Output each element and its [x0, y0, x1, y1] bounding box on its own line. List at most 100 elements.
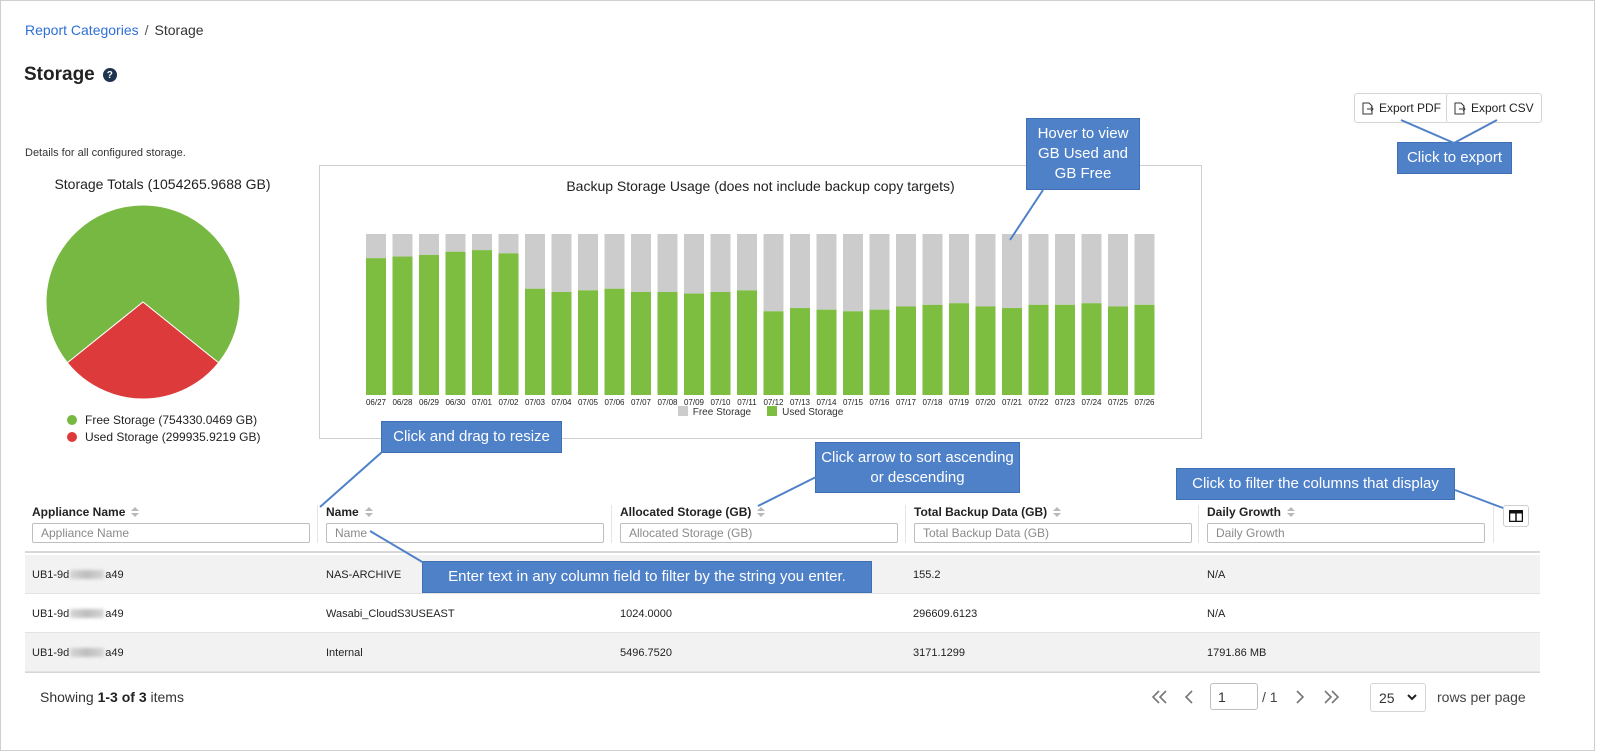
bar-used-07/21[interactable] — [1002, 308, 1022, 395]
column-resize-handle[interactable] — [611, 505, 612, 543]
storage-totals-pie-chart[interactable] — [44, 203, 242, 401]
bar-free-07/13[interactable] — [790, 234, 810, 309]
bar-free-07/19[interactable] — [949, 234, 969, 304]
bar-free-07/25[interactable] — [1108, 234, 1128, 307]
bar-used-07/05[interactable] — [578, 290, 598, 395]
bar-used-07/14[interactable] — [816, 309, 837, 395]
x-tick-label: 07/08 — [657, 398, 678, 407]
bar-free-06/28[interactable] — [392, 234, 413, 257]
bar-used-07/01[interactable] — [472, 250, 492, 395]
help-icon[interactable]: ? — [102, 68, 117, 82]
column-filter-button[interactable] — [1503, 505, 1529, 527]
column-resize-handle[interactable] — [317, 505, 318, 543]
bar-used-07/02[interactable] — [498, 253, 519, 395]
breadcrumb-link-report-categories[interactable]: Report Categories — [25, 22, 139, 38]
column-filter-input[interactable] — [914, 523, 1192, 543]
bar-free-07/02[interactable] — [498, 234, 519, 254]
bar-free-07/23[interactable] — [1055, 234, 1075, 305]
bar-used-07/17[interactable] — [896, 306, 916, 395]
bar-used-07/09[interactable] — [684, 293, 704, 395]
prev-page-icon[interactable] — [1183, 689, 1195, 705]
bar-used-06/29[interactable] — [419, 254, 439, 395]
bar-free-07/15[interactable] — [843, 234, 863, 312]
bar-used-07/16[interactable] — [869, 309, 890, 395]
bar-legend-item[interactable]: Used Storage — [767, 406, 843, 418]
bar-free-07/06[interactable] — [604, 234, 625, 289]
bar-free-07/18[interactable] — [922, 234, 943, 305]
bar-used-07/10[interactable] — [710, 291, 731, 395]
bar-used-07/07[interactable] — [631, 291, 651, 395]
x-tick-label: 07/22 — [1028, 398, 1049, 407]
pie-legend-item[interactable]: Free Storage (754330.0469 GB) — [67, 411, 260, 428]
column-resize-handle[interactable] — [905, 505, 906, 543]
bar-free-07/26[interactable] — [1134, 234, 1155, 305]
bar-used-06/28[interactable] — [392, 256, 413, 395]
bar-used-07/26[interactable] — [1134, 304, 1155, 395]
column-filter-input[interactable] — [620, 523, 898, 543]
bar-free-06/27[interactable] — [366, 234, 386, 259]
column-filter-input[interactable] — [326, 523, 604, 543]
pie-slice-free[interactable] — [45, 204, 241, 364]
bar-used-07/23[interactable] — [1055, 304, 1075, 395]
bar-free-07/22[interactable] — [1028, 234, 1049, 305]
page-number-input[interactable] — [1210, 683, 1258, 710]
bar-used-06/30[interactable] — [445, 251, 466, 395]
bar-used-07/19[interactable] — [949, 303, 969, 395]
column-resize-handle[interactable] — [1198, 505, 1199, 543]
next-page-icon[interactable] — [1294, 689, 1306, 705]
bar-free-07/03[interactable] — [525, 234, 545, 289]
bar-free-07/12[interactable] — [763, 234, 784, 312]
bar-used-07/13[interactable] — [790, 308, 810, 395]
bar-free-07/04[interactable] — [551, 234, 572, 292]
bar-used-07/04[interactable] — [551, 291, 572, 395]
bar-free-07/21[interactable] — [1002, 234, 1022, 309]
bar-free-07/24[interactable] — [1081, 234, 1102, 304]
pie-slice-used[interactable] — [66, 301, 220, 400]
bar-used-07/22[interactable] — [1028, 304, 1049, 395]
column-filter-input[interactable] — [1207, 523, 1485, 543]
bar-used-07/24[interactable] — [1081, 303, 1102, 395]
bar-used-07/15[interactable] — [843, 311, 863, 395]
bar-used-07/25[interactable] — [1108, 306, 1128, 395]
pie-legend-item[interactable]: Used Storage (299935.9219 GB) — [67, 428, 260, 445]
bar-free-07/20[interactable] — [975, 234, 996, 307]
column-filter-input[interactable] — [32, 523, 310, 543]
bar-free-07/11[interactable] — [737, 234, 757, 291]
bar-used-07/18[interactable] — [922, 304, 943, 395]
column-resize-handle[interactable] — [1493, 505, 1494, 543]
sort-icon[interactable] — [364, 506, 373, 518]
bar-free-07/17[interactable] — [896, 234, 916, 307]
bar-free-06/29[interactable] — [419, 234, 439, 255]
bar-free-07/16[interactable] — [869, 234, 890, 310]
sort-icon[interactable] — [131, 506, 140, 518]
backup-storage-usage-bar-chart[interactable]: 06/27 06/28 06/29 06/30 07/01 07/02 07/03 07/04… — [320, 166, 1201, 438]
bar-free-07/07[interactable] — [631, 234, 651, 292]
bar-free-07/01[interactable] — [472, 234, 492, 251]
bar-used-07/08[interactable] — [657, 291, 678, 395]
bar-free-07/14[interactable] — [816, 234, 837, 310]
table-row[interactable]: UB1-9d a49 Internal 5496.7520 3171.1299 1791.… — [25, 633, 1540, 672]
bar-free-06/30[interactable] — [445, 234, 466, 252]
bar-free-07/10[interactable] — [710, 234, 731, 292]
bar-used-07/03[interactable] — [525, 288, 545, 395]
sort-icon[interactable] — [757, 506, 766, 518]
rows-per-page-select[interactable]: 25 — [1370, 683, 1426, 712]
bar-free-07/08[interactable] — [657, 234, 678, 292]
bar-used-07/06[interactable] — [604, 288, 625, 395]
bar-free-07/09[interactable] — [684, 234, 704, 294]
bar-used-07/20[interactable] — [975, 306, 996, 395]
sort-icon[interactable] — [1053, 506, 1062, 518]
bar-used-07/12[interactable] — [763, 311, 784, 395]
bar-legend-item[interactable]: Free Storage — [677, 406, 751, 418]
last-page-icon[interactable] — [1322, 689, 1340, 705]
bar-used-07/11[interactable] — [737, 290, 757, 395]
export-csv-button[interactable]: Export CSV — [1446, 93, 1542, 123]
bar-free-07/05[interactable] — [578, 234, 598, 291]
table-row[interactable]: UB1-9d a49 Wasabi_CloudS3USEAST 1024.0000 29… — [25, 594, 1540, 633]
sort-icon[interactable] — [1287, 506, 1296, 518]
column-header-label-wrap: Name — [326, 505, 373, 519]
bar-used-06/27[interactable] — [366, 258, 386, 395]
export-pdf-button[interactable]: Export PDF — [1354, 93, 1450, 123]
first-page-icon[interactable] — [1151, 689, 1169, 705]
backup-storage-usage-panel: Backup Storage Usage (does not include b… — [319, 165, 1202, 439]
